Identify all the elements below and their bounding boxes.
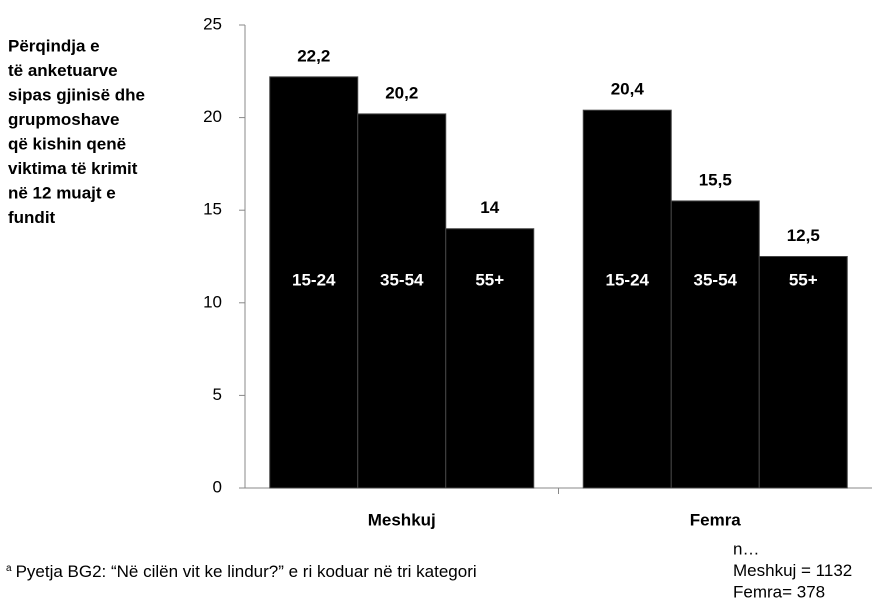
data-label: 12,5 <box>787 226 820 245</box>
chart-title: në 12 muajt e <box>8 183 116 202</box>
bar-series-label: 35-54 <box>694 270 738 289</box>
chart-title: grupmoshave <box>8 110 119 129</box>
y-tick-label: 0 <box>213 477 222 496</box>
chart-title: të anketuarve <box>8 61 118 80</box>
bar-series-label: 55+ <box>475 270 504 289</box>
bar-series-label: 55+ <box>789 270 818 289</box>
chart-title: fundit <box>8 208 56 227</box>
bar <box>758 256 848 489</box>
chart-title: sipas gjinisë dhe <box>8 85 145 104</box>
y-tick-label: 25 <box>203 14 222 33</box>
chart-title: që kishin qenë <box>8 134 126 153</box>
footnote: a Pyetja BG2: “Në cilën vit ke lindur?” e… <box>6 562 477 581</box>
bar <box>670 200 760 489</box>
bar <box>582 109 672 489</box>
data-label: 14 <box>480 198 499 217</box>
data-label: 20,4 <box>611 80 645 99</box>
footnote-marker: a <box>6 563 12 574</box>
data-label: 15,5 <box>699 170 732 189</box>
bar <box>445 228 535 489</box>
sample-note: Meshkuj = 1132 <box>733 561 852 580</box>
sample-note: Femra= 378 <box>733 582 825 601</box>
bar <box>357 113 447 489</box>
y-tick-label: 10 <box>203 292 222 311</box>
x-tick-label: Femra <box>690 510 742 529</box>
chart-title: viktima të krimit <box>8 159 138 178</box>
footnote-text: Pyetja BG2: “Në cilën vit ke lindur?” e … <box>16 562 477 581</box>
y-tick-label: 15 <box>203 200 222 219</box>
y-tick-label: 20 <box>203 107 222 126</box>
data-label: 20,2 <box>385 83 418 102</box>
bar-series-label: 35-54 <box>380 270 424 289</box>
chart-title: Përqindja e <box>8 36 100 55</box>
sample-note: n… <box>733 539 759 558</box>
bar-series-label: 15-24 <box>606 270 650 289</box>
y-tick-label: 5 <box>213 385 222 404</box>
x-tick-label: Meshkuj <box>368 510 436 529</box>
data-label: 22,2 <box>297 46 330 65</box>
bar-series-label: 15-24 <box>292 270 336 289</box>
